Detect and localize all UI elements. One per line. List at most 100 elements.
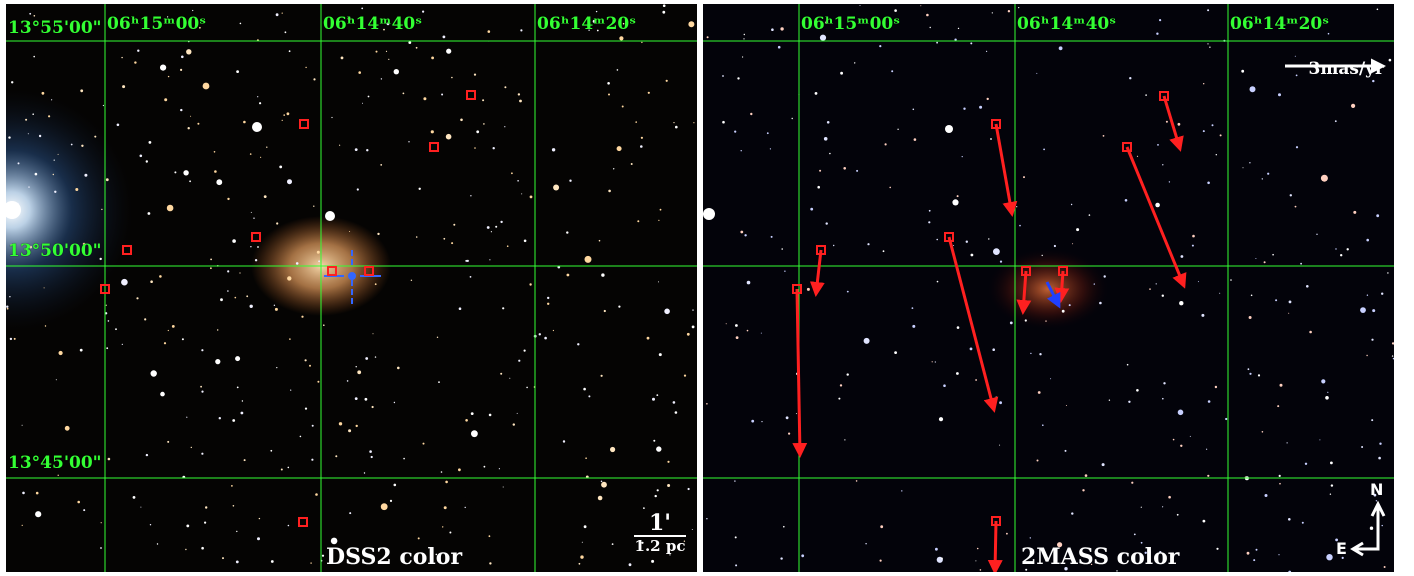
star bbox=[144, 318, 147, 321]
star bbox=[35, 511, 42, 518]
star bbox=[583, 387, 586, 391]
star bbox=[469, 276, 472, 278]
star bbox=[521, 193, 523, 195]
star bbox=[99, 257, 102, 261]
star bbox=[338, 422, 343, 426]
star bbox=[340, 56, 344, 60]
star bbox=[1016, 206, 1018, 208]
star bbox=[1064, 449, 1067, 452]
star bbox=[547, 302, 550, 305]
star bbox=[784, 270, 786, 272]
star bbox=[105, 304, 107, 306]
star bbox=[928, 209, 931, 212]
star bbox=[361, 7, 364, 10]
star bbox=[253, 217, 255, 219]
star bbox=[310, 562, 312, 564]
star bbox=[766, 132, 769, 135]
star bbox=[1253, 559, 1256, 562]
star bbox=[770, 235, 773, 238]
star bbox=[430, 130, 434, 134]
star bbox=[393, 483, 397, 487]
star bbox=[1327, 32, 1330, 35]
star bbox=[740, 150, 742, 152]
star bbox=[826, 121, 830, 124]
star bbox=[856, 169, 859, 172]
star bbox=[52, 173, 54, 176]
star bbox=[1025, 568, 1028, 571]
star bbox=[402, 92, 405, 95]
star bbox=[215, 359, 221, 365]
star bbox=[316, 250, 320, 254]
source-marker bbox=[944, 232, 954, 242]
star bbox=[367, 95, 370, 98]
star bbox=[566, 231, 569, 234]
star bbox=[588, 395, 591, 398]
star bbox=[279, 165, 283, 169]
star bbox=[600, 480, 603, 483]
star bbox=[385, 50, 388, 53]
star bbox=[706, 403, 708, 405]
source-marker bbox=[1021, 266, 1031, 276]
star bbox=[502, 307, 505, 310]
star bbox=[489, 259, 491, 261]
star bbox=[1168, 495, 1171, 499]
star bbox=[239, 22, 242, 25]
star bbox=[418, 187, 421, 190]
star bbox=[445, 480, 448, 484]
star bbox=[287, 179, 292, 185]
star bbox=[833, 244, 835, 247]
star bbox=[115, 328, 117, 331]
star bbox=[236, 530, 238, 533]
star bbox=[1099, 301, 1102, 305]
star bbox=[25, 118, 28, 121]
compass bbox=[1350, 500, 1386, 557]
star bbox=[1351, 103, 1356, 108]
star bbox=[258, 517, 261, 520]
pm-scale-label: 3mas/yr bbox=[1308, 59, 1384, 79]
star bbox=[495, 225, 498, 228]
star bbox=[502, 486, 504, 488]
star bbox=[349, 231, 351, 232]
star bbox=[598, 239, 601, 242]
star bbox=[891, 70, 894, 73]
star bbox=[107, 457, 111, 461]
star bbox=[1207, 43, 1209, 45]
star bbox=[1300, 262, 1302, 265]
star bbox=[1177, 122, 1181, 126]
star bbox=[889, 186, 891, 189]
star bbox=[492, 147, 495, 150]
dec-label-bottom: 13°45'00" bbox=[8, 453, 102, 473]
star bbox=[171, 325, 175, 328]
star bbox=[926, 13, 929, 17]
star bbox=[1244, 476, 1246, 478]
star bbox=[270, 560, 274, 563]
bright-star bbox=[6, 201, 21, 219]
star bbox=[1366, 294, 1369, 296]
star bbox=[1329, 493, 1332, 495]
star bbox=[936, 238, 938, 241]
star bbox=[999, 401, 1002, 405]
star bbox=[79, 348, 83, 352]
star bbox=[313, 78, 316, 81]
star bbox=[1108, 399, 1111, 401]
star bbox=[611, 543, 614, 545]
star bbox=[1278, 474, 1281, 477]
star bbox=[54, 190, 57, 193]
star bbox=[371, 405, 374, 409]
star bbox=[1140, 541, 1143, 544]
star bbox=[305, 66, 307, 69]
star bbox=[101, 208, 103, 211]
compass-north: N bbox=[1370, 480, 1384, 499]
star bbox=[150, 280, 153, 284]
star bbox=[658, 219, 660, 221]
star bbox=[1207, 400, 1211, 403]
star bbox=[17, 162, 20, 165]
star bbox=[817, 185, 820, 189]
star bbox=[483, 123, 485, 125]
star bbox=[410, 279, 413, 281]
star bbox=[607, 82, 610, 85]
star bbox=[77, 500, 80, 504]
star bbox=[846, 290, 849, 293]
star bbox=[583, 525, 587, 529]
star bbox=[270, 449, 273, 452]
